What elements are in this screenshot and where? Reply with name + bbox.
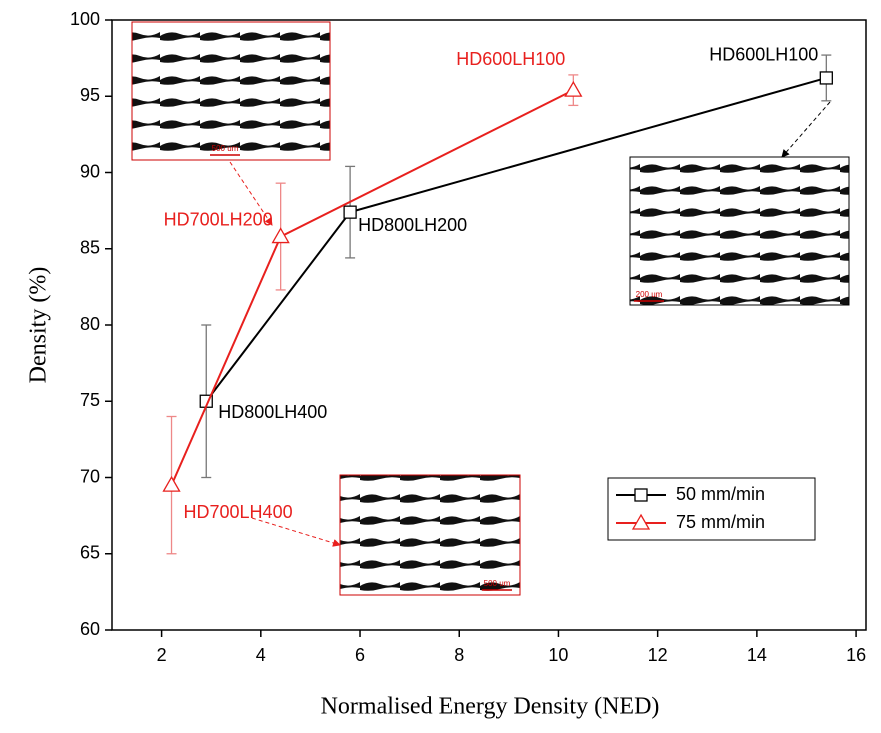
- point-label: HD600LH100: [709, 45, 818, 65]
- x-tick-label: 8: [454, 645, 464, 665]
- x-tick-label: 14: [747, 645, 767, 665]
- point-label: HD700LH400: [184, 502, 293, 522]
- marker: [819, 71, 833, 85]
- scale-label: 500 um: [212, 144, 239, 153]
- point-label: HD700LH200: [164, 209, 273, 229]
- y-tick-label: 90: [80, 161, 100, 181]
- point-label: HD800LH400: [218, 402, 327, 422]
- inset-bottom: 500 um: [251, 474, 521, 596]
- x-tick-label: 12: [648, 645, 668, 665]
- y-tick-label: 70: [80, 466, 100, 486]
- point-label: HD600LH100: [456, 49, 565, 69]
- inset-right: 200 um: [629, 101, 850, 306]
- y-tick-label: 95: [80, 85, 100, 105]
- inset-top-left: 500 um: [131, 21, 331, 226]
- scale-label: 500 um: [484, 579, 511, 588]
- point-label: HD800LH200: [358, 215, 467, 235]
- y-axis-label: Density (%): [26, 267, 52, 384]
- marker: [343, 205, 357, 219]
- x-tick-label: 2: [157, 645, 167, 665]
- legend-label: 50 mm/min: [676, 484, 765, 504]
- marker: [271, 227, 290, 244]
- x-axis-label: Normalised Energy Density (NED): [321, 694, 660, 720]
- x-tick-label: 6: [355, 645, 365, 665]
- y-tick-label: 75: [80, 390, 100, 410]
- y-tick-label: 100: [70, 9, 100, 29]
- y-tick-label: 85: [80, 238, 100, 258]
- x-tick-label: 16: [846, 645, 866, 665]
- y-tick-label: 60: [80, 619, 100, 639]
- y-tick-label: 80: [80, 314, 100, 334]
- x-tick-label: 4: [256, 645, 266, 665]
- marker: [564, 80, 583, 97]
- y-tick-label: 65: [80, 543, 100, 563]
- legend: 50 mm/min 75 mm/min: [607, 477, 816, 541]
- legend-label: 75 mm/min: [676, 512, 765, 532]
- marker: [162, 475, 181, 492]
- x-tick-label: 10: [548, 645, 568, 665]
- marker: [634, 488, 648, 502]
- marker: [631, 513, 651, 530]
- legend-box: [607, 477, 816, 541]
- scale-label: 200 um: [636, 290, 663, 299]
